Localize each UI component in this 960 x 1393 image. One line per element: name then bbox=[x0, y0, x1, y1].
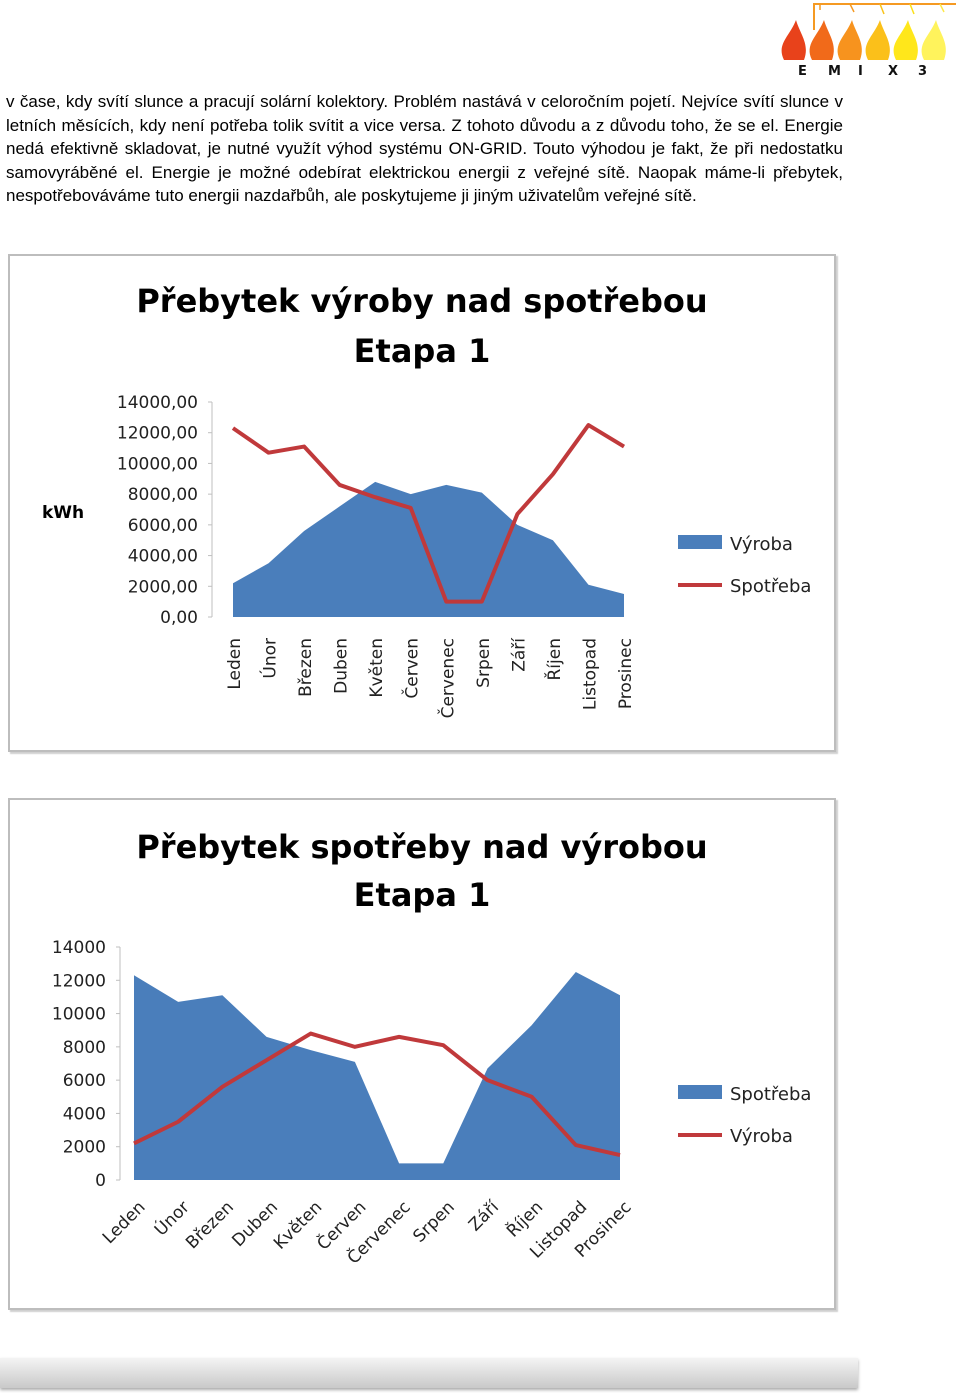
legend-swatch bbox=[678, 535, 722, 549]
chart-production-surplus-svg: Přebytek výroby nad spotřebou Etapa 1 kW… bbox=[42, 282, 811, 718]
chart-subtitle: Etapa 1 bbox=[354, 332, 491, 370]
flame-shape bbox=[893, 20, 918, 60]
line-series-Spotřeba bbox=[231, 423, 626, 604]
logo-frame bbox=[813, 3, 956, 30]
y-tick-label: 14000 bbox=[52, 938, 106, 958]
x-category-label: Srpen bbox=[409, 1197, 458, 1246]
x-category-label: Prosinec bbox=[616, 638, 636, 709]
chart-production-surplus: Přebytek výroby nad spotřebou Etapa 1 kW… bbox=[8, 254, 836, 752]
x-category-label: Říjen bbox=[543, 638, 565, 681]
flame-shape bbox=[781, 20, 806, 60]
logo-letter: M bbox=[828, 64, 841, 79]
y-tick-label: 14000,00 bbox=[117, 393, 198, 413]
logo-letter: X bbox=[888, 64, 898, 79]
x-category-label: Únor bbox=[259, 638, 281, 679]
flame-shape bbox=[837, 20, 862, 60]
x-category-label: Srpen bbox=[474, 638, 494, 688]
x-category-label: Červen bbox=[401, 638, 423, 699]
flame-shape bbox=[809, 20, 834, 60]
y-tick-label: 6000,00 bbox=[128, 516, 198, 536]
chart-subtitle: Etapa 1 bbox=[354, 876, 491, 914]
x-category-label: Březen bbox=[182, 1197, 238, 1253]
y-tick-label: 4000 bbox=[63, 1104, 106, 1124]
x-category-label: Březen bbox=[296, 638, 316, 697]
y-tick-label: 10000 bbox=[52, 1005, 106, 1025]
flame-shape bbox=[921, 20, 946, 60]
x-category-label: Leden bbox=[99, 1197, 150, 1248]
legend-label: Výroba bbox=[730, 1126, 793, 1147]
y-tick-label: 4000,00 bbox=[128, 547, 198, 567]
x-category-label: Červenec bbox=[436, 638, 458, 718]
y-tick-label: 8000,00 bbox=[128, 485, 198, 505]
y-tick-label: 0 bbox=[95, 1171, 106, 1191]
x-category-label: Září bbox=[465, 1196, 504, 1235]
logo-flames bbox=[781, 20, 946, 60]
legend-label: Spotřeba bbox=[730, 576, 811, 597]
legend-label: Spotřeba bbox=[730, 1084, 811, 1105]
body-paragraph: v čase, kdy svítí slunce a pracují solár… bbox=[6, 92, 843, 206]
x-category-label: Září bbox=[509, 637, 529, 672]
emix3-logo: E M I X 3 bbox=[781, 3, 956, 79]
y-tick-label: 2000 bbox=[63, 1138, 106, 1158]
logo-letter: 3 bbox=[918, 64, 927, 79]
y-tick-label: 0,00 bbox=[160, 608, 198, 628]
y-tick-label: 12000 bbox=[52, 971, 106, 991]
area-series-Spotřeba bbox=[134, 971, 620, 1180]
y-tick-label: 8000 bbox=[63, 1038, 106, 1058]
chart-title: Přebytek spotřeby nad výrobou bbox=[136, 828, 707, 866]
y-tick-label: 2000,00 bbox=[128, 577, 198, 597]
legend-swatch bbox=[678, 1085, 722, 1099]
line-series-Výroba bbox=[133, 1031, 621, 1157]
chart-consumption-surplus: Přebytek spotřeby nad výrobou Etapa 1 0 2… bbox=[8, 798, 836, 1310]
logo-letters: E M I X 3 bbox=[798, 64, 927, 79]
y-tick-label: 12000,00 bbox=[117, 424, 198, 444]
x-category-label: Duben bbox=[332, 638, 352, 694]
y-axis-label: kWh bbox=[42, 503, 84, 523]
chart-title: Přebytek výroby nad spotřebou bbox=[136, 282, 707, 320]
chart-consumption-surplus-svg: Přebytek spotřeby nad výrobou Etapa 1 0 2… bbox=[52, 828, 812, 1268]
legend-label: Výroba bbox=[730, 534, 793, 555]
flame-shape bbox=[865, 20, 890, 60]
x-category-label: Listopad bbox=[580, 638, 600, 710]
x-category-label: Leden bbox=[225, 638, 245, 690]
footer-bar bbox=[0, 1358, 858, 1388]
x-category-label: Květen bbox=[367, 638, 387, 698]
y-tick-label: 10000,00 bbox=[117, 454, 198, 474]
y-tick-label: 6000 bbox=[63, 1071, 106, 1091]
logo-letter: I bbox=[858, 64, 863, 79]
logo-letter: E bbox=[798, 64, 807, 79]
